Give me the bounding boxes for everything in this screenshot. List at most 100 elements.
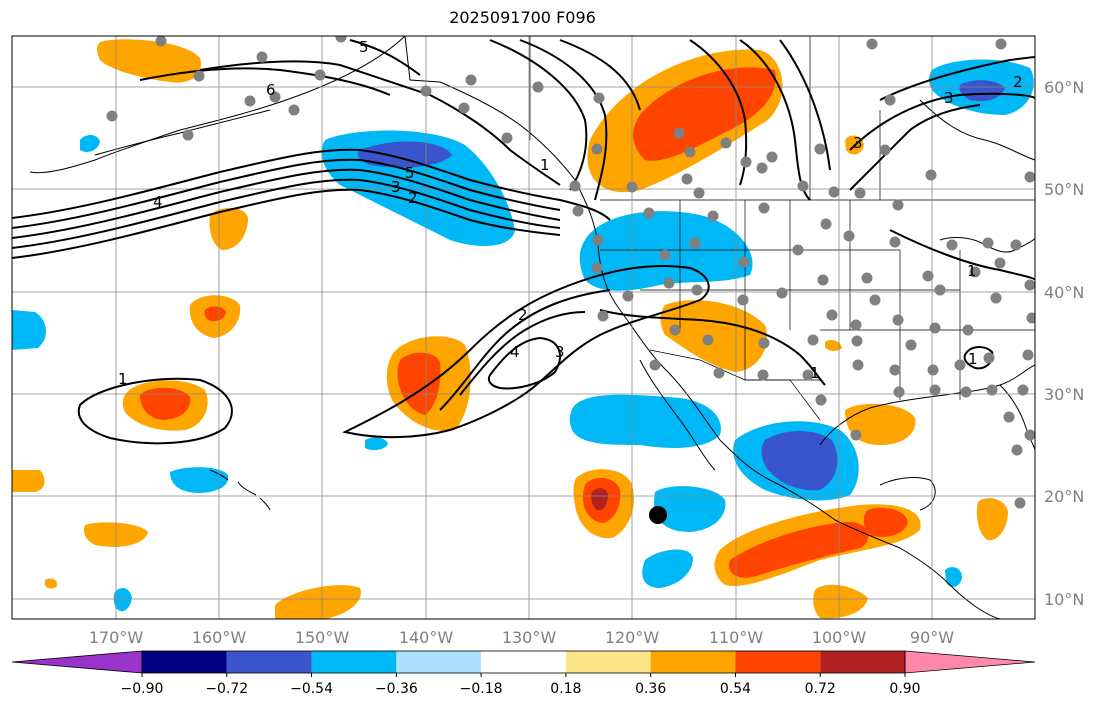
colorbar-segment	[142, 651, 227, 673]
lon-label: 150°W	[295, 628, 350, 647]
gulf-of-mexico-coast	[819, 364, 1035, 446]
colorbar-tick-label: −0.90	[121, 681, 164, 697]
contour-label: 1	[968, 350, 978, 368]
contour-label: 1	[810, 364, 820, 382]
colorbar-segment	[396, 651, 482, 673]
colorbar-extend-min	[11, 650, 143, 674]
colorbar-tick-label: 0.54	[720, 681, 751, 697]
negative-core-gulf-of-alaska	[357, 141, 452, 168]
colorbar-segment	[565, 651, 651, 673]
positive-anomaly-bering	[97, 39, 201, 83]
positive-core-165w	[140, 387, 191, 420]
lon-label: 120°W	[605, 628, 660, 647]
negative-anomaly-small-west	[80, 134, 100, 153]
negative-anomaly-baja	[569, 394, 721, 448]
contour-label: 1	[118, 370, 128, 388]
contour-label: 1	[540, 156, 550, 174]
colorbar-segment	[481, 651, 566, 673]
contour-label: 4	[510, 343, 520, 361]
lat-label: 40°N	[1044, 283, 1084, 302]
positive-core-central-america	[863, 507, 908, 537]
colorbar-outline	[141, 650, 906, 674]
positive-core-canada-west	[633, 67, 776, 161]
negative-anomaly-near-storm	[654, 486, 726, 532]
lon-label: 90°W	[910, 628, 954, 647]
colorbar-tick-label: −0.54	[290, 681, 333, 697]
contour-label: 2	[408, 189, 418, 207]
negative-anomaly-115w-south	[642, 549, 693, 588]
negative-anomaly-small-170w	[113, 588, 132, 612]
contour-label: 2	[518, 306, 528, 324]
contour-label: 6	[266, 81, 276, 99]
colorbar-tick-label: 0.72	[805, 681, 836, 697]
positive-anomaly-gulf	[845, 403, 916, 445]
lon-label: 110°W	[709, 628, 764, 647]
map-frame	[11, 35, 1036, 620]
contour-label: 4	[153, 193, 163, 211]
north-america-west-coast	[404, 36, 1001, 619]
great-lakes	[939, 237, 1035, 253]
contour-label: 2	[1013, 73, 1023, 91]
negative-core-hudson	[959, 80, 1005, 102]
colorbar-tick-label: 0.90	[889, 681, 920, 697]
storm-center-marker	[649, 506, 667, 524]
positive-anomaly-small-38n	[825, 340, 842, 351]
latitude-labels: 60°N 50°N 40°N 30°N 20°N 10°N	[1044, 78, 1084, 609]
negative-core-mexico	[761, 431, 838, 491]
station-dots	[106, 36, 1035, 509]
colorbar-segment	[650, 651, 736, 673]
lon-label: 130°W	[502, 628, 557, 647]
positive-core-160w	[204, 306, 226, 322]
colorbar-tick-label: 0.18	[550, 681, 581, 697]
positive-core-140w	[397, 352, 441, 415]
positive-anomaly-100w-south	[813, 584, 868, 619]
contour-label: 3	[944, 89, 954, 107]
positive-anomaly-southwest	[660, 300, 767, 372]
positive-anomaly-far-southwest	[12, 470, 45, 492]
negative-anomaly-150w-south	[170, 467, 229, 493]
contour-label: 3	[853, 134, 863, 152]
colorbar-tick-label: 0.36	[635, 681, 666, 697]
lat-label: 50°N	[1044, 180, 1084, 199]
lat-label: 20°N	[1044, 487, 1084, 506]
contour-label: 5	[359, 38, 369, 56]
colorbar-segment	[311, 651, 397, 673]
lon-label: 160°W	[192, 628, 247, 647]
coastlines	[29, 36, 1035, 619]
colorbar-extend-max	[904, 650, 1036, 674]
colorbar-tick-label: −0.72	[205, 681, 248, 697]
aleutian-chain	[94, 109, 271, 156]
contour-labels: 1 2 3 4 5 6 2 3 4 5 1 3 3 2 1 1 1	[118, 38, 1023, 388]
negative-anomaly-far-west	[12, 310, 46, 350]
contour-label: 5	[405, 164, 415, 182]
colorbar-tick-label: −0.36	[375, 681, 418, 697]
lat-label: 30°N	[1044, 385, 1084, 404]
florida	[999, 384, 1035, 451]
contour-lines	[12, 39, 1035, 445]
lat-label: 10°N	[1044, 590, 1084, 609]
lon-label: 100°W	[812, 628, 867, 647]
lon-label: 140°W	[399, 628, 454, 647]
colorbar: −0.90 −0.72 −0.54 −0.36 −0.18 0.18 0.36 0.54 0.7…	[11, 650, 1036, 697]
lat-label: 60°N	[1044, 78, 1084, 97]
political-borders	[529, 36, 1035, 421]
colorbar-tick-label: −0.18	[460, 681, 503, 697]
negative-anomaly-small-140w	[365, 437, 388, 451]
colorbar-segment	[820, 651, 905, 673]
yucatan	[879, 477, 936, 511]
positive-anomaly-150w-south	[275, 585, 361, 619]
contour-label: 3	[555, 343, 565, 361]
positive-core-southern-mexico	[729, 521, 869, 578]
contour-label: 3	[391, 178, 401, 196]
baja-california	[639, 359, 716, 471]
positive-anomaly-85w	[976, 498, 1008, 541]
negative-anomaly-88w	[945, 567, 962, 587]
colorbar-segment	[226, 651, 312, 673]
lon-label: 170°W	[89, 628, 144, 647]
anomaly-shading	[12, 39, 1034, 619]
colorbar-segment	[735, 651, 821, 673]
map-title: 2025091700 F096	[449, 8, 596, 27]
contour-label: 1	[967, 262, 977, 280]
positive-anomaly-small-10n	[45, 578, 58, 589]
